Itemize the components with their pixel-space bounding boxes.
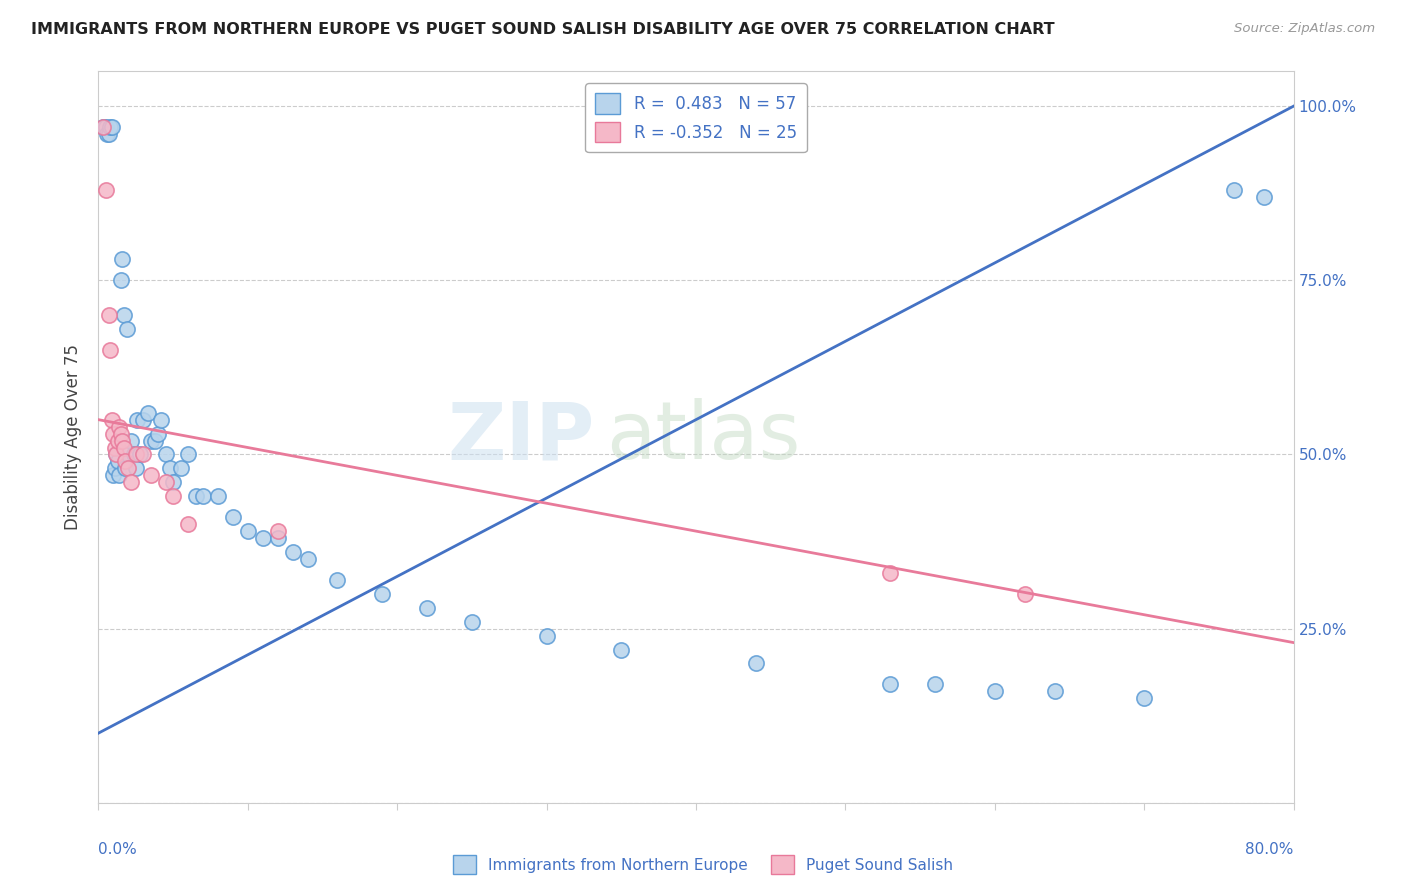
Point <box>98 120 122 134</box>
Point <box>745 657 768 671</box>
Point <box>162 489 184 503</box>
Text: atlas: atlas <box>606 398 800 476</box>
Point <box>101 120 124 134</box>
Point <box>267 524 290 538</box>
Point <box>177 517 200 532</box>
Point <box>155 448 177 462</box>
Point <box>267 531 290 545</box>
Point <box>461 615 484 629</box>
Point <box>1133 691 1156 706</box>
Text: Source: ZipAtlas.com: Source: ZipAtlas.com <box>1234 22 1375 36</box>
Point <box>110 426 132 441</box>
Point <box>136 406 159 420</box>
Point <box>108 468 131 483</box>
Point <box>114 461 136 475</box>
Point <box>112 308 135 322</box>
Point <box>110 273 132 287</box>
Point <box>162 475 184 490</box>
Point <box>132 412 155 426</box>
Text: ZIP: ZIP <box>447 398 595 476</box>
Point <box>222 510 245 524</box>
Point <box>281 545 304 559</box>
Point <box>879 677 901 691</box>
Point <box>184 489 207 503</box>
Point <box>104 461 127 475</box>
Point <box>139 468 162 483</box>
Point <box>191 489 214 503</box>
Point <box>150 412 173 426</box>
Point <box>148 426 170 441</box>
Point <box>103 426 125 441</box>
Point <box>984 684 1007 698</box>
Point <box>143 434 166 448</box>
Point <box>207 489 229 503</box>
Point <box>416 600 439 615</box>
Point <box>252 531 274 545</box>
Point <box>159 461 181 475</box>
Point <box>169 461 191 475</box>
Point <box>132 448 155 462</box>
Text: 80.0%: 80.0% <box>1246 842 1294 856</box>
Point <box>104 441 127 455</box>
Text: 0.0%: 0.0% <box>98 842 138 856</box>
Point <box>94 183 117 197</box>
Point <box>536 629 558 643</box>
Point <box>97 127 120 141</box>
Legend: Immigrants from Northern Europe, Puget Sound Salish: Immigrants from Northern Europe, Puget S… <box>447 849 959 880</box>
Point <box>117 448 139 462</box>
Point <box>371 587 394 601</box>
Point <box>120 475 142 490</box>
Point <box>1043 684 1066 698</box>
Point <box>1014 587 1036 601</box>
Point <box>94 120 117 134</box>
Point <box>139 434 162 448</box>
Point <box>610 642 633 657</box>
Point <box>107 454 129 468</box>
Point <box>120 434 142 448</box>
Point <box>96 127 118 141</box>
Point <box>103 468 125 483</box>
Point <box>108 419 131 434</box>
Point <box>125 461 148 475</box>
Point <box>125 448 148 462</box>
Point <box>177 448 200 462</box>
Point <box>879 566 901 580</box>
Point <box>124 448 146 462</box>
Point <box>127 412 149 426</box>
Point <box>91 120 114 134</box>
Point <box>101 412 124 426</box>
Point <box>112 441 135 455</box>
Point <box>115 322 138 336</box>
Point <box>155 475 177 490</box>
Point <box>93 120 115 134</box>
Point <box>117 461 139 475</box>
Legend: R =  0.483   N = 57, R = -0.352   N = 25: R = 0.483 N = 57, R = -0.352 N = 25 <box>585 83 807 153</box>
Point <box>107 434 129 448</box>
Point <box>297 552 319 566</box>
Point <box>111 434 134 448</box>
Point <box>1223 183 1246 197</box>
Point <box>105 448 128 462</box>
Point <box>1253 190 1275 204</box>
Point <box>236 524 259 538</box>
Text: IMMIGRANTS FROM NORTHERN EUROPE VS PUGET SOUND SALISH DISABILITY AGE OVER 75 COR: IMMIGRANTS FROM NORTHERN EUROPE VS PUGET… <box>31 22 1054 37</box>
Point <box>111 252 134 267</box>
Point <box>326 573 349 587</box>
Point <box>924 677 946 691</box>
Point <box>105 448 128 462</box>
Point <box>129 448 152 462</box>
Point <box>97 308 120 322</box>
Point <box>114 454 136 468</box>
Y-axis label: Disability Age Over 75: Disability Age Over 75 <box>65 344 83 530</box>
Point <box>98 343 122 357</box>
Point <box>91 120 114 134</box>
